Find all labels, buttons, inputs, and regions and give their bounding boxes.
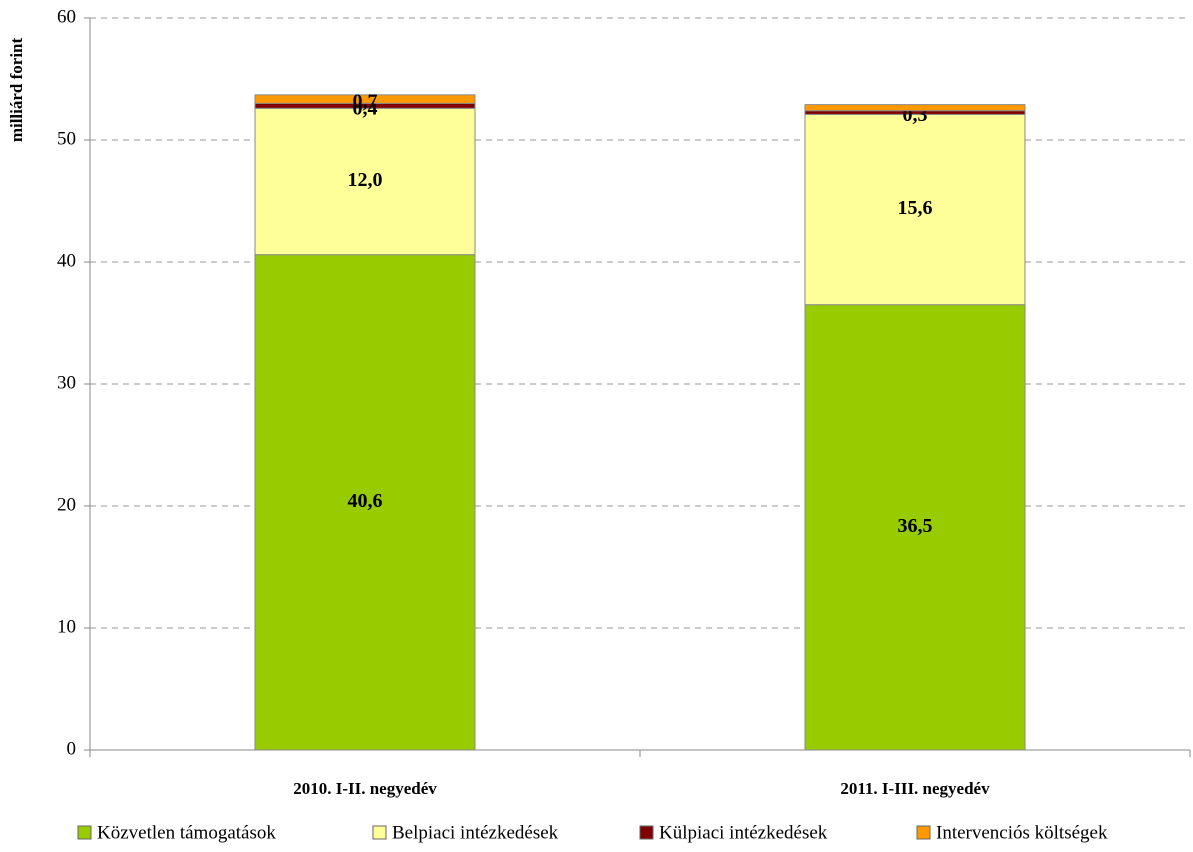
bar-segment (254, 107, 476, 256)
y-tick-label: 20 (57, 494, 76, 515)
data-label: 36,5 (898, 515, 933, 537)
legend-label: Közvetlen támogatások (97, 822, 276, 843)
legend-swatch (639, 825, 654, 840)
bar-segment (254, 94, 476, 104)
y-axis-label: milliárd forint (7, 37, 26, 142)
x-tick-label: 2011. I-III. negyedév (840, 779, 990, 798)
y-tick-label: 10 (57, 616, 76, 637)
y-tick-label: 30 (57, 372, 76, 393)
legend-swatch (372, 825, 387, 840)
y-tick-label: 0 (67, 738, 77, 759)
data-label: 0,7 (353, 91, 378, 113)
bar-segment (804, 104, 1026, 112)
x-tick-label: 2010. I-II. negyedév (293, 779, 437, 798)
legend-swatch (77, 825, 92, 840)
bar-segment (804, 304, 1026, 751)
data-label: 15,6 (898, 197, 933, 219)
legend-swatch (916, 825, 931, 840)
data-label: 12,0 (348, 169, 383, 191)
data-label: 40,6 (348, 490, 383, 512)
bar-segment (254, 254, 476, 751)
y-tick-label: 50 (57, 128, 76, 149)
legend-label: Külpiaci intézkedések (659, 822, 828, 843)
y-tick-label: 40 (57, 250, 76, 271)
legend-label: Intervenciós költségek (936, 822, 1108, 843)
y-tick-label: 60 (57, 6, 76, 27)
legend-label: Belpiaci intézkedések (392, 822, 559, 843)
